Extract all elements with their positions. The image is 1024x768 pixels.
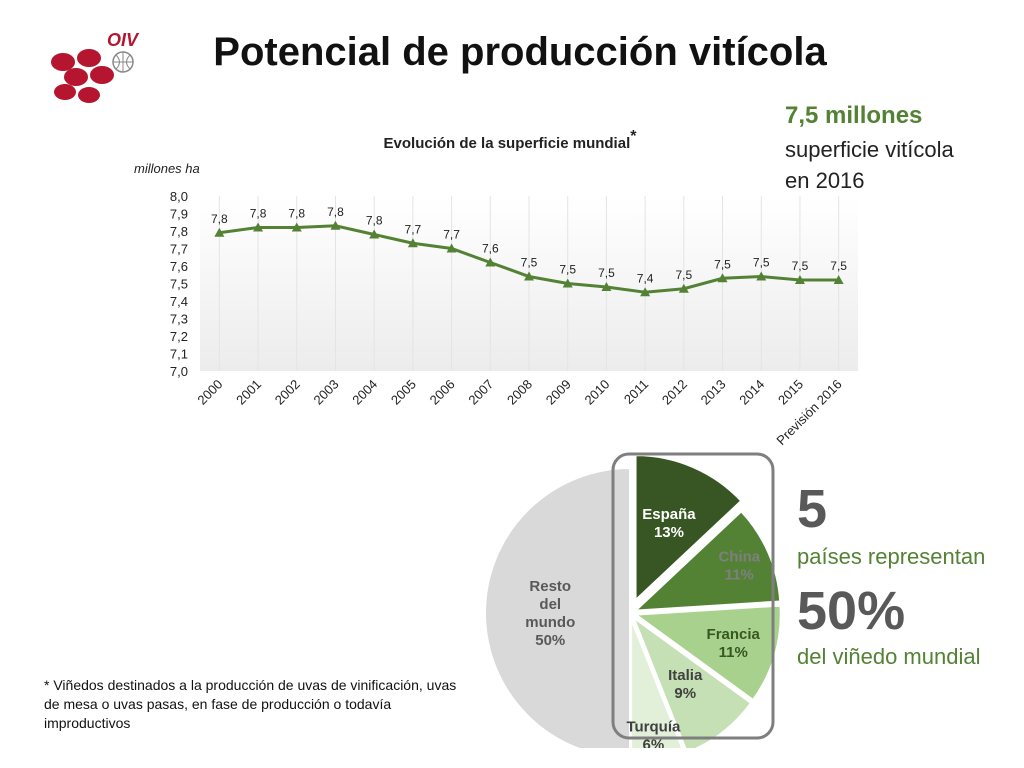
data-label: 7,5	[598, 266, 615, 280]
data-label: 7,5	[830, 259, 847, 273]
pie-slice	[484, 466, 631, 748]
footnote: * Viñedos destinados a la producción de …	[44, 677, 457, 731]
x-tick-label: 2004	[349, 377, 380, 408]
pie-label: España 13%	[642, 506, 696, 541]
x-tick-label: 2011	[621, 377, 651, 407]
data-label: 7,8	[327, 205, 344, 219]
page-title: Potencial de producción vitícola	[213, 30, 827, 74]
data-point	[253, 222, 264, 232]
data-label: 7,7	[443, 228, 460, 242]
data-point	[291, 222, 302, 232]
pie-label: Turquía 6%	[626, 719, 681, 748]
highlight-line-2: en 2016	[785, 168, 865, 193]
highlight-line-1: superficie vitícola	[785, 137, 954, 162]
pie-slice	[630, 618, 684, 748]
y-tick-label: 7,6	[170, 259, 188, 274]
logo-text: OIV	[107, 30, 140, 50]
data-point	[794, 275, 805, 284]
y-tick-label: 7,9	[170, 207, 188, 222]
x-tick-label: 2013	[698, 377, 729, 408]
data-label: 7,8	[288, 207, 305, 221]
data-point	[717, 273, 728, 283]
area-line-chart: Evolución de la superficie mundial* mill…	[134, 128, 858, 448]
x-tick-label: 2002	[272, 377, 303, 408]
pie-slice	[631, 614, 753, 748]
data-label: 7,8	[211, 212, 228, 226]
data-label: 7,7	[405, 222, 422, 236]
x-tick-label: 2000	[194, 377, 225, 408]
data-label: 7,6	[482, 242, 499, 256]
y-tick-label: 7,5	[170, 277, 188, 292]
data-point	[369, 229, 380, 239]
data-label: 7,5	[559, 263, 576, 277]
x-tick-label: 2006	[427, 377, 458, 408]
y-tick-label: 7,7	[170, 242, 188, 257]
stat-text-countries: países representan	[797, 544, 986, 569]
data-point	[407, 238, 418, 248]
data-point	[214, 227, 225, 237]
highlight-value: 7,5 millones	[785, 102, 923, 129]
data-point	[678, 283, 689, 293]
y-tick-label: 7,8	[170, 224, 188, 239]
x-tick-label: 2010	[581, 377, 612, 408]
data-point	[330, 220, 341, 230]
data-label: 7,5	[714, 257, 731, 271]
data-label: 7,5	[521, 256, 538, 270]
data-point	[524, 271, 534, 281]
y-tick-label: 8,0	[170, 189, 188, 204]
pie-chart: España 13% China 11% Francia 11%Italia 9% Turqu…	[484, 452, 782, 748]
x-tick-label: 2005	[388, 377, 419, 408]
x-tick-label: 2007	[465, 377, 496, 408]
data-point	[485, 257, 496, 267]
x-tick-label: 2012	[659, 377, 690, 408]
data-point	[640, 287, 651, 297]
y-tick-label: 7,2	[170, 329, 188, 344]
y-tick-label: 7,0	[170, 364, 188, 379]
y-tick-label: 7,4	[170, 294, 188, 309]
data-label: 7,8	[250, 207, 267, 221]
chart-title: Evolución de la superficie mundial*	[384, 128, 638, 152]
pie-label: Italia 9%	[668, 667, 703, 702]
x-tick-label: 2003	[311, 377, 342, 408]
data-label: 7,5	[675, 268, 692, 282]
pie-label: Francia 11%	[707, 626, 761, 661]
data-label: 7,5	[753, 256, 770, 270]
y-tick-label: 7,3	[170, 312, 188, 327]
data-label: 7,4	[637, 271, 654, 285]
pie-slice	[632, 509, 782, 612]
data-point	[446, 243, 457, 253]
data-point	[833, 275, 844, 284]
x-tick-label: 2014	[736, 377, 767, 408]
highlight-frame	[611, 452, 775, 740]
data-point	[756, 271, 767, 281]
stat-number-share: 50%	[797, 581, 906, 641]
stat-number-countries: 5	[797, 479, 828, 539]
pie-label: Resto del mundo 50%	[525, 578, 575, 649]
data-label: 7,8	[366, 214, 383, 228]
x-tick-label: 2015	[775, 377, 806, 408]
y-tick-label: 7,1	[170, 347, 188, 362]
stat-text-share: del viñedo mundial	[797, 644, 981, 669]
pie-slice	[632, 604, 782, 702]
x-tick-label: 2008	[504, 377, 535, 408]
x-tick-label: 2001	[233, 377, 264, 408]
data-point	[562, 278, 573, 288]
x-tick-label: 2009	[543, 377, 574, 408]
oiv-logo: OIV	[51, 30, 140, 103]
pie-label: China 11%	[718, 549, 760, 584]
y-axis-label: millones ha	[134, 161, 200, 176]
data-label: 7,5	[792, 259, 809, 273]
data-point	[601, 282, 612, 291]
